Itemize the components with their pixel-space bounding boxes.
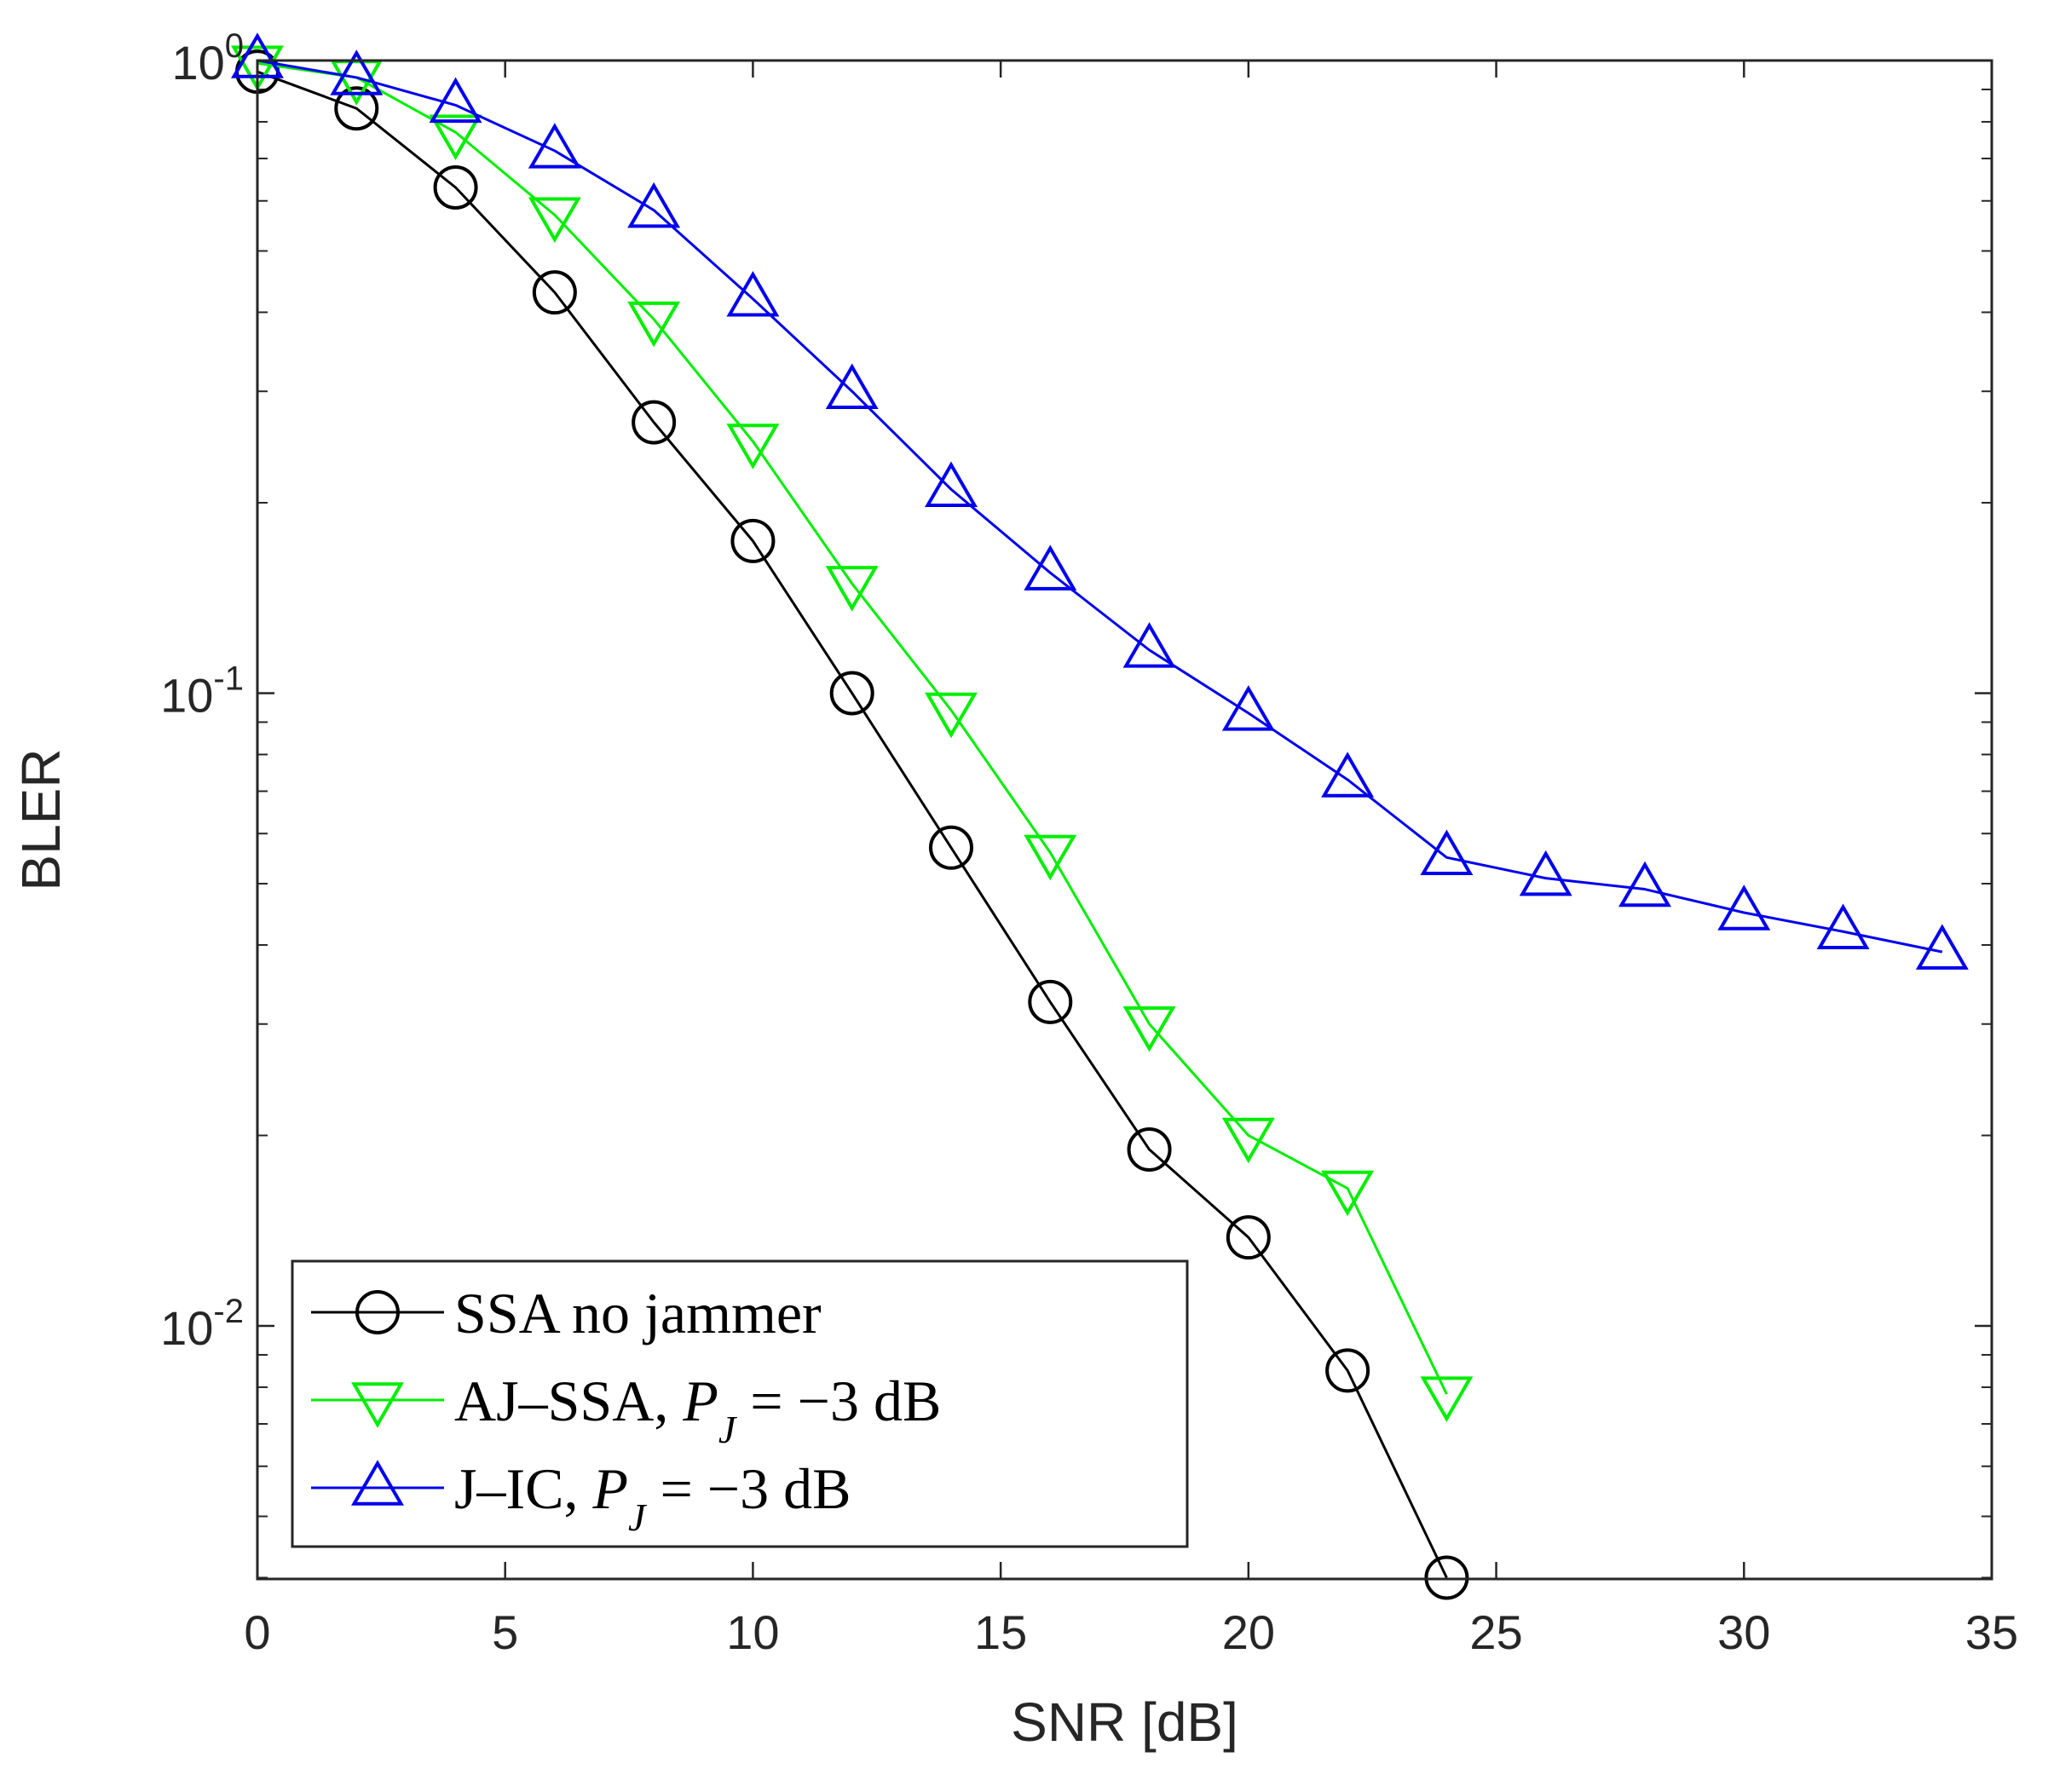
- x-tick-label: 35: [1965, 1605, 2018, 1659]
- data-point-triangle-up: [1221, 685, 1275, 731]
- data-point-triangle-up: [429, 77, 482, 124]
- data-point-circle: [730, 518, 776, 563]
- data-point-triangle-up: [1816, 903, 1870, 949]
- series-line: [257, 61, 1448, 1395]
- data-point-triangle-up: [528, 123, 581, 169]
- legend-label-part: J–IC,: [454, 1456, 592, 1521]
- series-triangle-up: [231, 32, 1969, 970]
- y-axis-label: BLER: [10, 748, 72, 890]
- legend-entry: J–IC, PJ = −3 dB: [311, 1456, 851, 1539]
- series-layer: [231, 32, 1969, 1600]
- data-point-triangle-up: [1024, 545, 1077, 591]
- data-point-triangle-down: [627, 301, 681, 348]
- data-point-circle: [1028, 979, 1073, 1024]
- data-point-circle: [532, 270, 577, 315]
- y-tick-exponent: 0: [225, 27, 244, 65]
- data-point-triangle-up: [1717, 884, 1771, 931]
- legend-label-part: SSA no jammer: [454, 1281, 822, 1345]
- legend-label-part: = −3 dB: [645, 1456, 851, 1521]
- legend-label-part: P: [591, 1456, 628, 1521]
- legend-label: AJ–SSA, PJ = −3 dB: [454, 1368, 941, 1451]
- y-tick-label: 10-1: [160, 660, 244, 723]
- data-point-triangle-up: [1420, 829, 1474, 876]
- y-tick-label: 100: [171, 27, 244, 89]
- legend-label-part: AJ–SSA,: [454, 1368, 683, 1433]
- data-point-circle: [1226, 1215, 1271, 1260]
- data-point-triangle-down: [231, 45, 284, 91]
- data-point-triangle-up: [1618, 861, 1671, 908]
- data-point-triangle-down: [1122, 1005, 1176, 1052]
- legend-marker-triangle-up: [351, 1460, 404, 1506]
- data-point-circle: [829, 671, 874, 716]
- data-point-circle: [433, 164, 478, 210]
- y-tick-exponent: -1: [213, 660, 244, 698]
- y-tick-base: 10: [160, 669, 213, 723]
- x-tick-label: 0: [244, 1605, 270, 1659]
- data-point-circle: [1325, 1348, 1370, 1393]
- data-point-triangle-down: [925, 692, 978, 739]
- legend-label-part: = −3 dB: [736, 1368, 941, 1433]
- data-point-triangle-down: [528, 197, 581, 244]
- axis-ticks: [256, 59, 1993, 1579]
- y-tick-label: 10-2: [160, 1293, 244, 1355]
- x-tick-label: 20: [1222, 1605, 1275, 1659]
- legend-marker-circle: [355, 1290, 400, 1334]
- series-triangle-down: [231, 45, 1474, 1422]
- legend-label: SSA no jammer: [454, 1281, 822, 1345]
- data-point-triangle-up: [726, 270, 780, 317]
- data-point-circle: [632, 400, 677, 445]
- data-point-circle: [1127, 1127, 1172, 1173]
- x-tick-label: 5: [492, 1605, 518, 1659]
- data-point-triangle-down: [726, 424, 780, 470]
- data-point-triangle-down: [825, 566, 879, 612]
- data-point-triangle-up: [1519, 850, 1572, 896]
- x-tick-label: 15: [974, 1605, 1027, 1659]
- data-point-triangle-down: [1420, 1376, 1474, 1422]
- y-tick-base: 10: [160, 1301, 213, 1355]
- data-point-triangle-down: [429, 114, 482, 161]
- data-point-triangle-up: [825, 363, 879, 409]
- y-tick-exponent: -2: [213, 1293, 244, 1330]
- legend-marker-triangle-down: [351, 1382, 404, 1428]
- data-point-circle: [1424, 1555, 1469, 1600]
- x-axis-label: SNR [dB]: [1011, 1691, 1238, 1753]
- legend-entry: SSA no jammer: [311, 1281, 822, 1345]
- x-tick-label: 10: [726, 1605, 779, 1659]
- legend-label-part: J: [718, 1408, 738, 1451]
- data-point-triangle-down: [1024, 834, 1077, 881]
- legend-label-part: J: [628, 1495, 648, 1539]
- plot-area: [231, 32, 1969, 1600]
- data-point-circle: [929, 825, 973, 870]
- data-point-triangle-down: [1221, 1117, 1275, 1164]
- data-point-triangle-up: [1915, 924, 1969, 970]
- plot-frame: [256, 59, 1993, 1581]
- legend-label: J–IC, PJ = −3 dB: [454, 1456, 851, 1539]
- data-point-triangle-up: [1321, 752, 1375, 798]
- data-point-triangle-up: [1122, 622, 1176, 668]
- y-tick-base: 10: [171, 36, 224, 89]
- legend-entry: AJ–SSA, PJ = −3 dB: [311, 1368, 941, 1451]
- legend-label-part: P: [682, 1368, 718, 1433]
- x-tick-label: 30: [1717, 1605, 1770, 1659]
- data-point-triangle-down: [1321, 1170, 1375, 1217]
- legend-box: [291, 1259, 1189, 1548]
- data-point-circle: [334, 86, 379, 131]
- data-point-triangle-up: [330, 49, 384, 95]
- x-tick-label: 25: [1469, 1605, 1522, 1659]
- data-point-triangle-up: [627, 182, 681, 228]
- series-line: [257, 70, 1448, 1579]
- data-point-triangle-up: [925, 461, 978, 508]
